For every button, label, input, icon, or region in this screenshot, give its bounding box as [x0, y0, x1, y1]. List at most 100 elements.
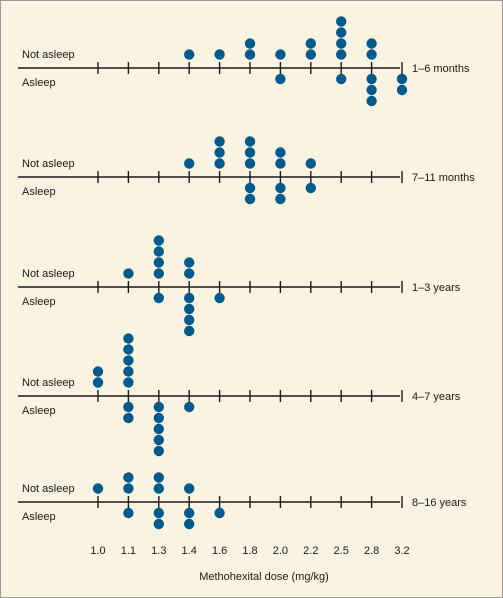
- age-group-label: 1–3 years: [412, 282, 461, 294]
- not-asleep-label: Not asleep: [22, 158, 75, 170]
- data-point-not-asleep: [366, 38, 377, 49]
- data-point-not-asleep: [336, 16, 347, 27]
- data-point-not-asleep: [244, 147, 256, 158]
- data-point-not-asleep: [184, 257, 195, 268]
- data-point-not-asleep: [336, 49, 347, 60]
- not-asleep-label: Not asleep: [22, 483, 75, 495]
- data-point-asleep: [275, 73, 286, 85]
- data-point-asleep: [275, 182, 286, 194]
- data-point-asleep: [214, 292, 225, 304]
- not-asleep-label: Not asleep: [22, 377, 75, 389]
- data-point-asleep: [123, 507, 134, 519]
- x-tick-label: 1.1: [121, 545, 136, 557]
- age-group-label: 8–16 years: [412, 497, 467, 509]
- asleep-label: Asleep: [22, 186, 56, 198]
- panel-1: Not asleep Asleep 7–11 months: [18, 136, 475, 205]
- data-point-not-asleep: [214, 158, 225, 169]
- panel-4: Not asleep Asleep 8–16 years: [18, 472, 467, 530]
- x-tick-label: 1.3: [151, 545, 166, 557]
- data-point-not-asleep: [92, 483, 104, 494]
- data-point-not-asleep: [184, 483, 195, 494]
- data-point-asleep: [153, 401, 164, 413]
- data-point-not-asleep: [184, 49, 195, 60]
- data-point-not-asleep: [123, 268, 134, 279]
- data-point-asleep: [184, 292, 195, 304]
- data-point-asleep: [184, 507, 195, 519]
- data-point-asleep: [396, 73, 408, 85]
- data-point-not-asleep: [184, 158, 195, 169]
- data-point-not-asleep: [184, 268, 195, 279]
- data-point-not-asleep: [153, 268, 164, 279]
- data-point-not-asleep: [153, 472, 164, 483]
- data-point-not-asleep: [305, 158, 316, 169]
- panel-2: Not asleep Asleep 1–3 years: [18, 235, 461, 337]
- data-point-not-asleep: [153, 235, 164, 246]
- data-point-not-asleep: [305, 38, 316, 49]
- x-tick-label: 1.8: [242, 545, 257, 557]
- data-point-not-asleep: [123, 483, 134, 494]
- data-point-not-asleep: [92, 366, 104, 377]
- panel-3: Not asleep Asleep 4–7 years: [18, 333, 461, 457]
- asleep-label: Asleep: [22, 511, 56, 523]
- data-point-asleep: [153, 518, 164, 530]
- data-point-asleep: [244, 182, 256, 194]
- data-point-not-asleep: [123, 344, 134, 355]
- data-point-asleep: [275, 193, 286, 205]
- x-tick-label: 3.2: [394, 545, 409, 557]
- data-point-asleep: [366, 95, 377, 107]
- age-group-label: 4–7 years: [412, 391, 461, 403]
- data-point-not-asleep: [305, 49, 316, 60]
- data-point-not-asleep: [244, 49, 256, 60]
- data-point-not-asleep: [123, 355, 134, 366]
- x-axis: 1.0 1.1 1.3 1.4 1.6 1.8 2.0 2.2 2.5 2.8 3.2: [90, 545, 409, 557]
- x-tick-label: 2.8: [364, 545, 379, 557]
- data-point-asleep: [336, 73, 347, 85]
- data-point-not-asleep: [275, 49, 286, 60]
- asleep-label: Asleep: [22, 77, 56, 89]
- data-point-not-asleep: [336, 38, 347, 49]
- data-point-asleep: [366, 73, 377, 85]
- data-point-not-asleep: [214, 49, 225, 60]
- data-point-asleep: [153, 412, 164, 424]
- data-point-asleep: [184, 401, 195, 413]
- x-tick-label: 1.6: [212, 545, 227, 557]
- data-point-not-asleep: [275, 158, 286, 169]
- data-point-not-asleep: [275, 147, 286, 158]
- data-point-asleep: [184, 303, 195, 315]
- data-point-not-asleep: [123, 366, 134, 377]
- data-point-asleep: [123, 401, 134, 413]
- age-group-label: 7–11 months: [412, 172, 475, 184]
- data-point-asleep: [396, 84, 408, 96]
- data-point-not-asleep: [153, 257, 164, 268]
- age-group-label: 1–6 months: [412, 63, 470, 75]
- data-point-not-asleep: [214, 136, 225, 147]
- x-tick-label: 2.0: [273, 545, 288, 557]
- x-tick-label: 1.4: [182, 545, 197, 557]
- data-point-asleep: [153, 445, 164, 457]
- data-point-asleep: [244, 193, 256, 205]
- panels: Not asleep Asleep 1–6 months Not asleep Asle…: [18, 16, 475, 530]
- not-asleep-label: Not asleep: [22, 49, 75, 61]
- x-tick-label: 2.5: [334, 545, 349, 557]
- data-point-not-asleep: [123, 377, 134, 388]
- data-point-asleep: [153, 292, 164, 304]
- data-point-asleep: [366, 84, 377, 96]
- x-tick-label: 2.2: [303, 545, 318, 557]
- data-point-asleep: [184, 314, 195, 326]
- data-point-not-asleep: [366, 49, 377, 60]
- data-point-not-asleep: [244, 38, 256, 49]
- data-point-not-asleep: [244, 158, 256, 169]
- data-point-asleep: [153, 507, 164, 519]
- data-point-asleep: [184, 325, 195, 337]
- data-point-not-asleep: [123, 333, 134, 344]
- data-point-asleep: [305, 182, 316, 194]
- data-point-not-asleep: [214, 147, 225, 158]
- data-point-asleep: [214, 507, 225, 519]
- data-point-asleep: [123, 412, 134, 424]
- x-tick-label: 1.0: [90, 545, 105, 557]
- data-point-not-asleep: [244, 136, 256, 147]
- not-asleep-label: Not asleep: [22, 268, 75, 280]
- data-point-not-asleep: [153, 246, 164, 257]
- data-point-asleep: [184, 518, 195, 530]
- data-point-not-asleep: [153, 483, 164, 494]
